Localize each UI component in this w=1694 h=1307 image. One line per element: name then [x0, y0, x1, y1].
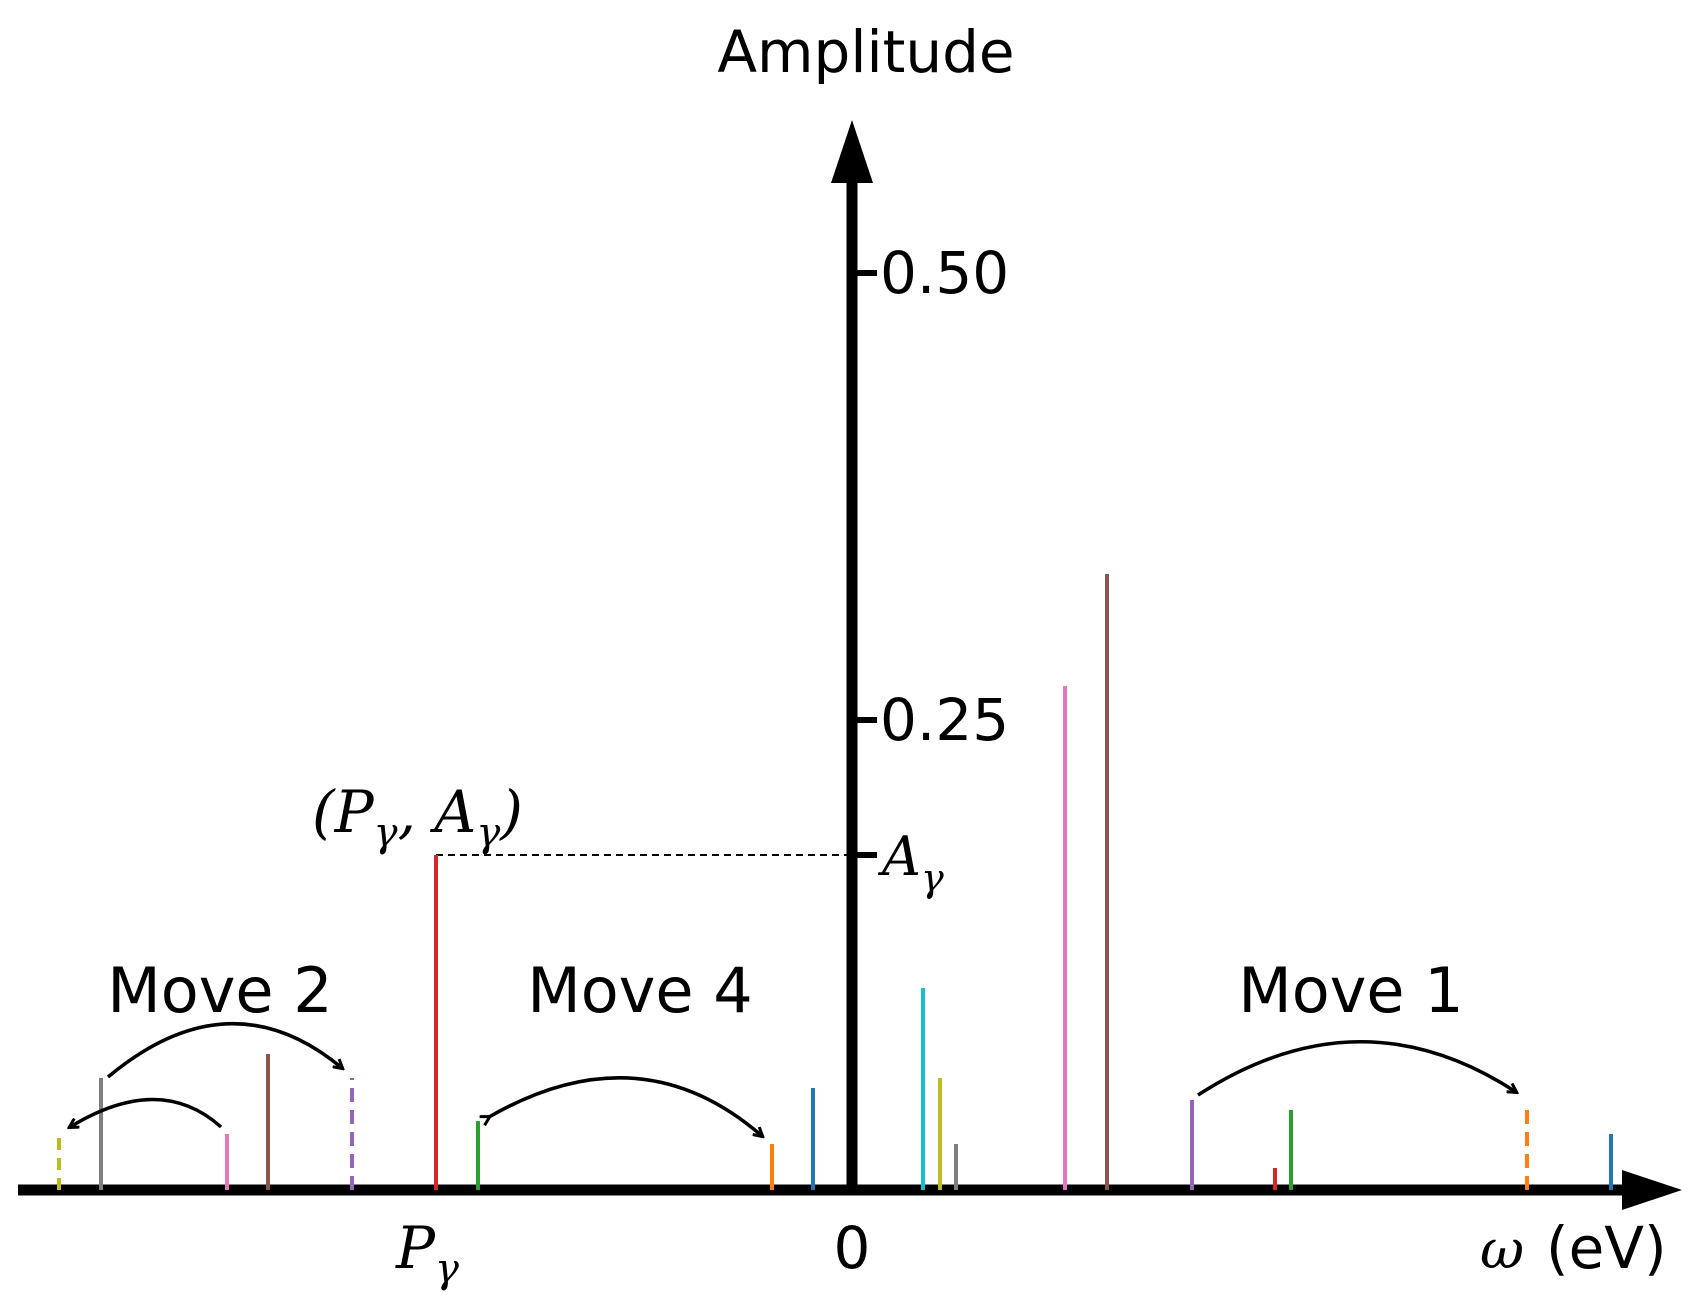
- agamma-label: Aγ: [877, 825, 944, 900]
- move4-label: Move 4: [527, 954, 752, 1027]
- x-axis-title: (eV): [1546, 1214, 1667, 1282]
- move2-arrow-left: [70, 1097, 223, 1128]
- p-gamma-label: Pγ: [395, 1214, 459, 1292]
- tick-label-025: 0.25: [880, 686, 1009, 754]
- tick-label-050: 0.50: [880, 239, 1009, 307]
- move2-label: Move 2: [107, 954, 332, 1027]
- origin-label: 0: [834, 1214, 871, 1282]
- point-label: (Pγ, Aγ): [312, 778, 523, 856]
- y-axis-title: Amplitude: [717, 18, 1014, 86]
- agamma-sub: γ: [921, 856, 944, 900]
- move1-arrow: [1197, 1040, 1516, 1097]
- move2-arrow-right: [106, 1021, 342, 1079]
- x-axis-arrowhead: [1622, 1170, 1682, 1210]
- y-axis-arrowhead: [831, 120, 873, 183]
- agamma-main: A: [877, 825, 921, 888]
- move4-double-arrow: [489, 1076, 762, 1136]
- x-axis-symbol: ω: [1480, 1218, 1524, 1281]
- move1-label: Move 1: [1238, 954, 1463, 1027]
